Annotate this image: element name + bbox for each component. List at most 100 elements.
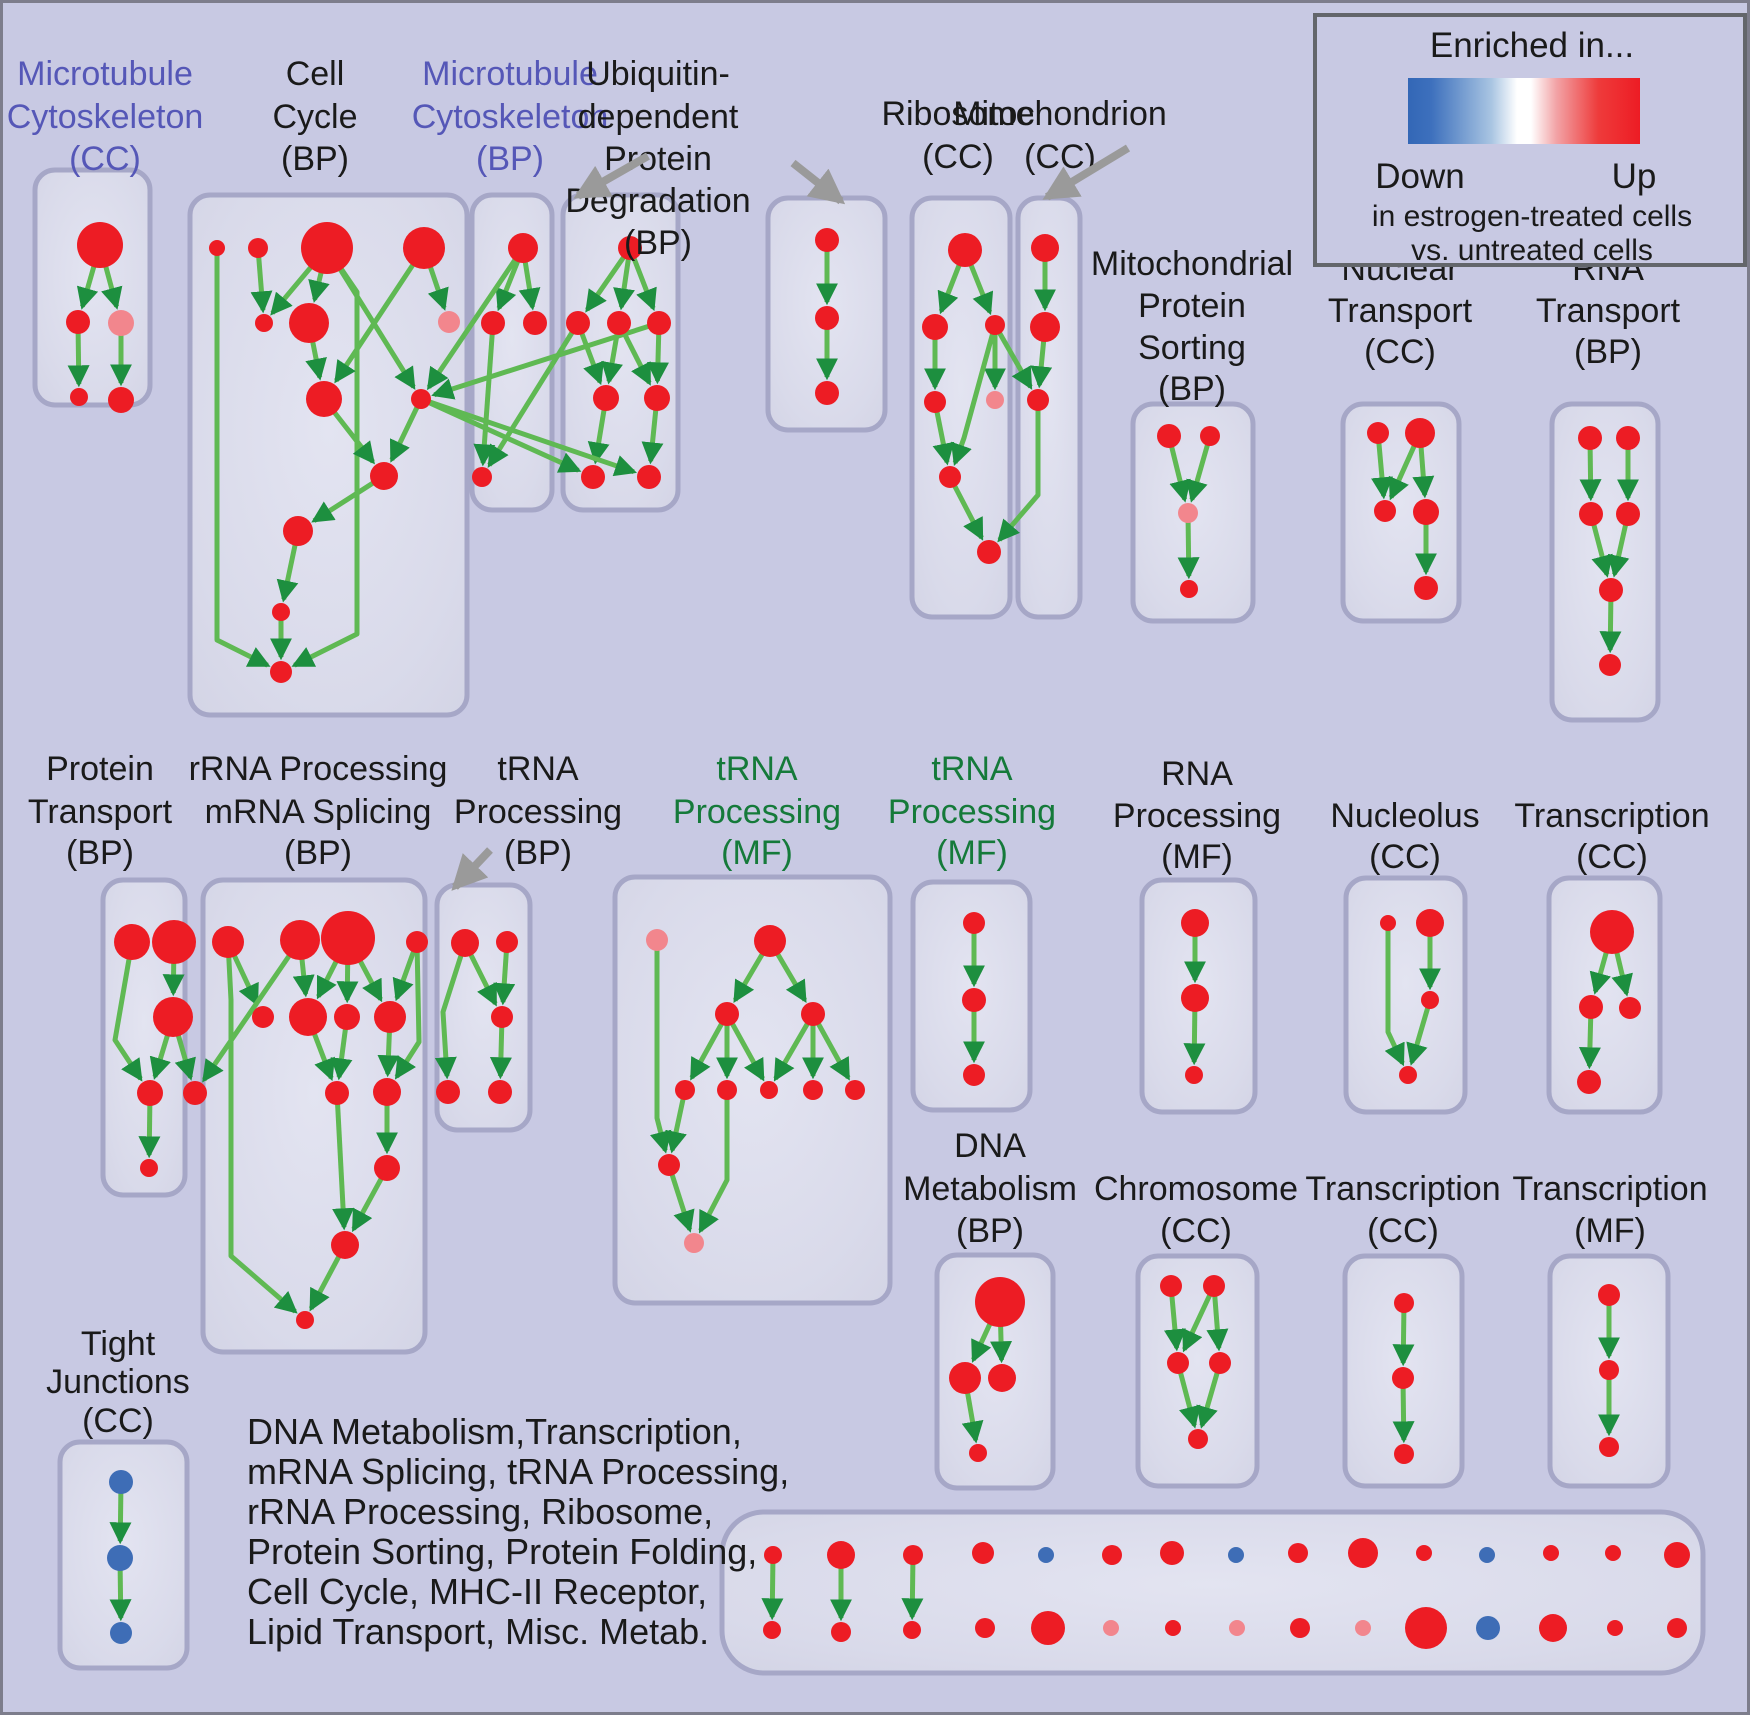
node-cc1-red	[209, 240, 225, 256]
node-rt4-red	[1616, 502, 1640, 526]
node-chr3-red	[1167, 1352, 1189, 1374]
edge-chr2-to-chr3	[1182, 1284, 1217, 1353]
node-rib2-red	[922, 314, 948, 340]
edge-tbp1-to-tbp4	[434, 942, 468, 1080]
node-ub4-red	[647, 311, 671, 335]
cluster-label-chromosome-cc: Chromosome (CC)	[1094, 1170, 1298, 1250]
cluster-box-chromosome-cc	[1135, 1253, 1260, 1489]
edge-cc4-to-cc8	[334, 246, 427, 384]
edge-mito3-to-rib7	[997, 400, 1041, 543]
node-tcb2-red	[1392, 1367, 1414, 1389]
node-nt1-red	[1367, 422, 1389, 444]
node-tj3-blue	[110, 1622, 132, 1644]
cluster-label-nucleolus-cc: Nucleolus (CC)	[1330, 797, 1479, 876]
node-tbp5-red	[488, 1080, 512, 1104]
node-cc13-red	[270, 661, 292, 683]
node-rr7-red	[334, 1004, 360, 1030]
edge-rr2-to-rrb1	[201, 938, 303, 1083]
mitochondrion-label-arrow-icon	[1042, 144, 1131, 201]
cluster-label-trna-processing-mf-small: tRNA Processing (MF)	[888, 750, 1056, 872]
cluster-label-protein-transport-bp: Protein Transport (BP)	[28, 750, 173, 872]
node-ub1-red	[618, 236, 642, 260]
node-rr6-red	[289, 998, 327, 1036]
node-mb05-red	[1031, 1611, 1065, 1645]
node-rr13-red	[296, 1311, 314, 1329]
node-tmfb1-red	[1598, 1284, 1620, 1306]
node-rib3-red	[985, 315, 1005, 335]
node-tbp2-red	[496, 931, 518, 953]
cluster-label-tight-junctions-cc: Tight Junctions (CC)	[46, 1325, 190, 1440]
node-mps1-red	[1157, 424, 1181, 448]
node-mtbp2-red	[481, 311, 505, 335]
node-rib4-red	[924, 391, 946, 413]
node-ub2-red	[566, 311, 590, 335]
node-mb15-red	[1667, 1618, 1687, 1638]
cluster-label-transcription-cc-bottom: Transcription (CC)	[1305, 1170, 1500, 1250]
edge-tmf6-to-tmf11	[698, 1090, 730, 1234]
node-mt12-blue	[1479, 1547, 1495, 1563]
node-nuc3-red	[1421, 991, 1439, 1009]
misc-text-line-4: Protein Sorting, Protein Folding,	[247, 1531, 757, 1572]
edge-rib6-to-rib7	[947, 475, 984, 541]
edge-cc9-to-ub7	[419, 396, 582, 473]
node-tbp4-red	[436, 1080, 460, 1104]
node-mt09-red	[1288, 1543, 1308, 1563]
node-mt01-red	[764, 1546, 782, 1564]
legend-subtitle-2: vs. untreated cells	[1411, 234, 1653, 267]
node-mt14-red	[1605, 1545, 1621, 1561]
edge-rr1-to-rr13	[225, 941, 298, 1314]
node-tmf10-red	[658, 1154, 680, 1176]
node-nuc4-red	[1399, 1066, 1417, 1084]
node-mb06-pink	[1103, 1620, 1119, 1636]
edge-cc2-to-cc5	[250, 247, 273, 314]
node-cc7-pink	[438, 311, 460, 333]
node-cc6-red	[289, 303, 329, 343]
node-mtbp4-red	[472, 467, 492, 487]
node-mb12-blue	[1476, 1616, 1500, 1640]
node-tj1-blue	[109, 1470, 133, 1494]
edge-nuc1-to-nuc4	[1384, 923, 1405, 1067]
edge-tmf10-to-tmf11	[666, 1164, 695, 1233]
node-mps4-red	[1180, 580, 1198, 598]
node-mb09-red	[1290, 1618, 1310, 1638]
node-mps3-pink	[1178, 503, 1198, 523]
legend-gradient-bar-icon	[1408, 78, 1640, 144]
node-rr1-red	[212, 926, 244, 958]
node-pt3-red	[153, 997, 193, 1037]
legend-subtitle-1: in estrogen-treated cells	[1372, 200, 1692, 233]
nodes	[66, 222, 1690, 1649]
node-pt2-red	[152, 920, 196, 964]
node-ub3-red	[607, 311, 631, 335]
node-tmf3-red	[715, 1002, 739, 1026]
node-mito3-red	[1027, 389, 1049, 411]
edge-tmf5-to-tmf10	[665, 1089, 688, 1154]
node-tcm3-red	[1619, 997, 1641, 1019]
edge-ub1-to-ub2	[585, 246, 633, 313]
node-rpm3-red	[1185, 1066, 1203, 1084]
node-ubv2-red	[815, 306, 839, 330]
cluster-box-misc-cluster-box	[719, 1509, 1706, 1676]
node-rt6-red	[1599, 654, 1621, 676]
node-tmf6-red	[717, 1080, 737, 1100]
node-mb03-red	[903, 1621, 921, 1639]
edge-rib3-to-rib6	[951, 324, 998, 466]
node-mt06-red	[1102, 1545, 1122, 1565]
node-rr12-red	[331, 1231, 359, 1259]
node-rib5-pink	[986, 391, 1004, 409]
node-rt2-red	[1616, 426, 1640, 450]
node-rr8-red	[374, 1001, 406, 1033]
node-tmf1-pink	[646, 929, 668, 951]
node-rib7-red	[977, 540, 1001, 564]
cluster-label-trna-processing-mf-large: tRNA Processing (MF)	[673, 750, 841, 872]
node-mito2-red	[1030, 312, 1060, 342]
node-cc5-red	[255, 314, 273, 332]
node-mb01-red	[763, 1621, 781, 1639]
cluster-labels: Microtubule Cytoskeleton (CC) Cell Cycle (BP)…	[7, 55, 1710, 1440]
node-mt04-red	[972, 1542, 994, 1564]
node-mb14-red	[1607, 1620, 1623, 1636]
node-dm2-red	[949, 1362, 981, 1394]
node-rr4-red	[406, 931, 428, 953]
node-mb11-red	[1405, 1607, 1447, 1649]
node-rr10-red	[373, 1078, 401, 1106]
